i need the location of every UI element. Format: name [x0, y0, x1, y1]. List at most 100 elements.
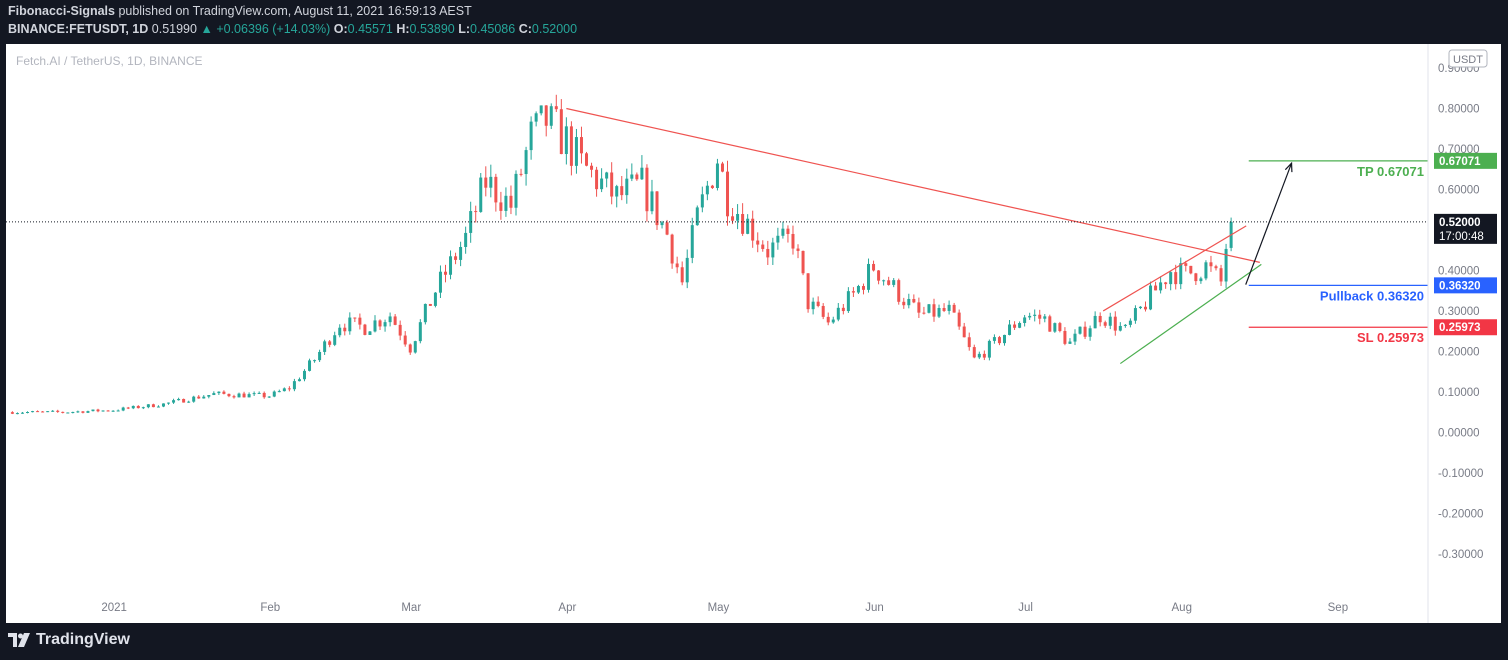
- candle: [509, 195, 513, 208]
- low-value: 0.45086: [470, 22, 516, 36]
- candle: [302, 370, 306, 380]
- candle: [1058, 323, 1062, 331]
- candle: [499, 202, 503, 211]
- high-value: 0.53890: [409, 22, 455, 36]
- candle: [443, 271, 447, 275]
- candle: [358, 317, 362, 325]
- candle: [297, 379, 301, 382]
- y-tick-label: 0.30000: [1438, 306, 1480, 318]
- candle: [151, 404, 155, 408]
- candle: [710, 185, 714, 189]
- candle: [131, 405, 135, 409]
- x-tick-label: Jul: [1018, 602, 1033, 614]
- candle: [146, 404, 150, 408]
- trendline[interactable]: [1102, 225, 1247, 312]
- close-value: 0.52000: [531, 22, 578, 36]
- candle: [559, 109, 563, 155]
- y-tick-label: 0.40000: [1438, 265, 1480, 277]
- candle: [1144, 306, 1147, 310]
- candle: [313, 360, 317, 362]
- candle: [766, 248, 770, 258]
- candle: [1028, 315, 1032, 318]
- candle: [912, 298, 916, 303]
- candle: [413, 341, 417, 353]
- candle: [31, 411, 35, 413]
- y-tick-label: 0.20000: [1438, 346, 1480, 358]
- candle: [252, 393, 256, 395]
- candle: [907, 298, 911, 306]
- candle: [579, 137, 583, 154]
- candle: [167, 402, 171, 404]
- candle: [952, 304, 956, 313]
- open-value: 0.45571: [347, 22, 393, 36]
- tradingview-logo-icon: [8, 633, 30, 647]
- candle: [1204, 262, 1208, 279]
- candle: [927, 304, 931, 313]
- x-tick-label: 2021: [101, 602, 127, 614]
- candle: [121, 407, 125, 411]
- candle: [846, 291, 850, 312]
- level-text-sl: SL 0.25973: [1357, 330, 1424, 345]
- candle: [454, 256, 458, 260]
- candle: [1214, 266, 1218, 269]
- candle: [1189, 265, 1193, 274]
- candle: [187, 401, 191, 403]
- candle: [977, 353, 981, 358]
- change-up-icon: ▲: [200, 22, 213, 36]
- publish-line: Fibonacci-Signals published on TradingVi…: [8, 4, 472, 18]
- x-tick-label: Aug: [1172, 602, 1192, 614]
- y-tick-label: 0.80000: [1438, 104, 1480, 116]
- candle: [861, 286, 865, 290]
- candle: [887, 280, 891, 285]
- candle: [549, 106, 553, 126]
- candle: [433, 292, 437, 306]
- candle: [982, 353, 986, 358]
- candle: [449, 256, 453, 275]
- candle: [786, 228, 790, 234]
- candle: [821, 305, 825, 317]
- close-label: C:: [518, 22, 532, 36]
- candle: [1073, 333, 1077, 342]
- trendlines: [566, 107, 1293, 365]
- candle: [343, 327, 347, 332]
- candle: [474, 211, 478, 213]
- y-tick-label: 0.60000: [1438, 184, 1480, 196]
- footer: TradingView: [0, 623, 1508, 660]
- candle: [81, 411, 85, 413]
- trendline[interactable]: [566, 107, 1260, 263]
- chart-frame[interactable]: TP 0.67071 Pullback 0.36320 SL 0.25973 0.9…: [6, 44, 1501, 623]
- axis-label-sl-bg: [1434, 319, 1497, 336]
- candle: [156, 406, 160, 408]
- candle: [635, 174, 639, 180]
- candle: [660, 222, 664, 226]
- high-label: H:: [396, 22, 410, 36]
- candle: [1194, 273, 1198, 282]
- candle: [323, 341, 327, 352]
- candle: [242, 393, 246, 398]
- currency-badge[interactable]: USDT: [1448, 49, 1488, 68]
- candle: [705, 185, 709, 195]
- candle: [806, 273, 810, 310]
- candle: [695, 207, 699, 226]
- tradingview-logo[interactable]: TradingView: [8, 631, 130, 649]
- candle: [877, 270, 881, 281]
- candle: [479, 177, 483, 212]
- candle: [801, 250, 805, 274]
- candle: [791, 233, 795, 249]
- candle: [428, 303, 432, 306]
- candle: [1128, 320, 1132, 325]
- candle: [1118, 325, 1122, 331]
- author-name[interactable]: Fibonacci-Signals: [8, 4, 115, 18]
- candle: [519, 173, 523, 175]
- trendline[interactable]: [1119, 263, 1262, 365]
- candlestick-chart[interactable]: TP 0.67071 Pullback 0.36320 SL 0.25973 0.9…: [6, 44, 1501, 623]
- trendline[interactable]: [1245, 162, 1293, 285]
- candle: [1018, 323, 1022, 328]
- candle: [781, 228, 785, 236]
- candle: [126, 407, 130, 409]
- axis-label-current-price-countdown: 17:00:48: [1439, 231, 1484, 243]
- candle: [212, 393, 216, 396]
- candle: [1053, 323, 1057, 332]
- candle: [20, 412, 24, 414]
- candle: [202, 396, 206, 399]
